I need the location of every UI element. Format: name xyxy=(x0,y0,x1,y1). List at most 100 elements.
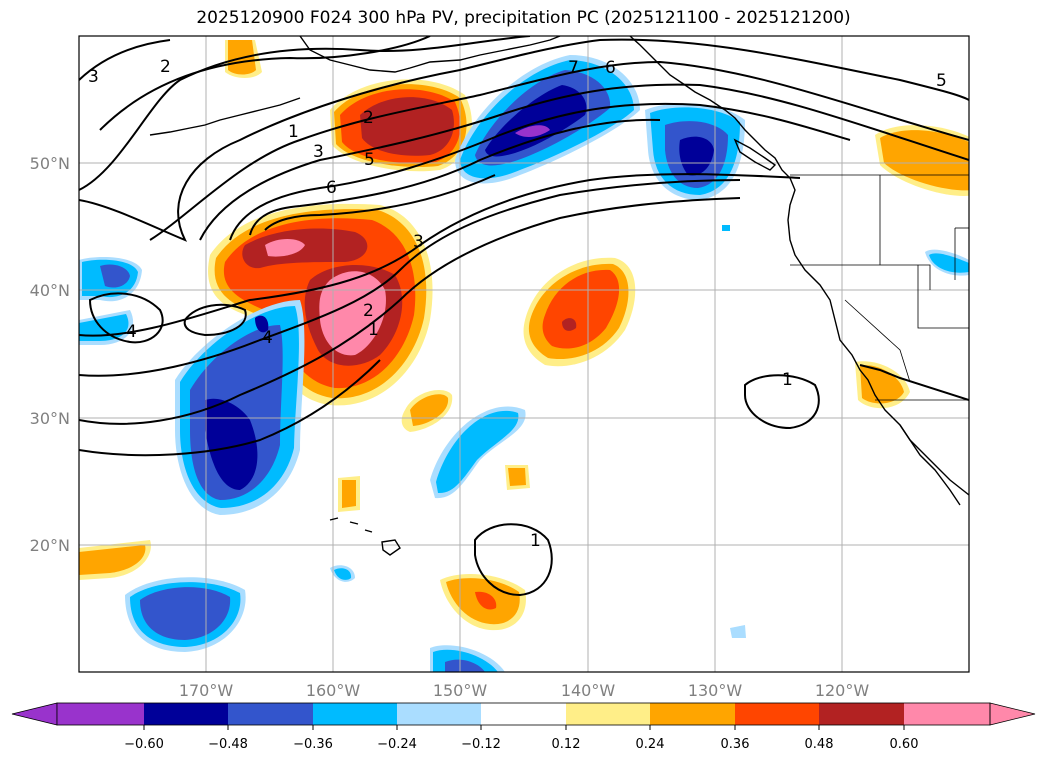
pv-contour xyxy=(79,179,741,377)
hawaii-islands xyxy=(329,517,401,556)
contour-label: 1 xyxy=(782,370,793,390)
precip-positive-blob xyxy=(79,545,146,575)
colorbar-segment xyxy=(313,703,397,725)
contour-label: 6 xyxy=(326,178,337,198)
precip-negative-blob xyxy=(722,225,730,231)
chart-title: 2025120900 F024 300 hPa PV, precipitatio… xyxy=(196,8,851,28)
pv-contour xyxy=(264,174,496,231)
precip-negative-blob xyxy=(515,125,550,137)
y-tick-label: 40°N xyxy=(30,281,70,300)
x-tick-label: 130°W xyxy=(688,681,743,700)
precip-positive-blob xyxy=(562,318,577,331)
contour-label: 2 xyxy=(363,301,374,321)
pv-contour xyxy=(859,364,969,401)
colorbar-tick-label: −0.12 xyxy=(461,737,501,752)
x-tick-label: 120°W xyxy=(815,681,870,700)
gridlines xyxy=(79,36,969,672)
colorbar-tick-label: −0.48 xyxy=(208,737,248,752)
state-borders xyxy=(790,174,969,401)
precip-negative-blob xyxy=(205,398,258,490)
pv-contour xyxy=(149,60,969,241)
y-tick-label: 20°N xyxy=(30,536,70,555)
precip-positive-blob xyxy=(265,238,305,257)
precip-negative-blob xyxy=(255,315,269,333)
colorbar-extend-min xyxy=(11,702,58,726)
pv-contour xyxy=(199,83,969,241)
y-tick-label: 50°N xyxy=(30,154,70,173)
precip-negative-blob xyxy=(334,568,352,580)
precip-positive-blob xyxy=(860,365,904,404)
colorbar-segment xyxy=(144,703,228,725)
precip-positive-blob xyxy=(242,228,368,269)
pv-contour xyxy=(744,374,820,430)
contour-label: 4 xyxy=(262,328,273,348)
map-frame xyxy=(78,35,970,673)
pv-contour xyxy=(249,118,661,236)
north-america-west-coast xyxy=(629,36,969,496)
colorbar-segment xyxy=(819,703,904,725)
colorbar-tick-label: 0.12 xyxy=(552,737,581,752)
contour-label: 3 xyxy=(88,67,99,87)
pv-contour xyxy=(79,36,531,191)
contour-label: 7 xyxy=(568,58,579,78)
colorbar-segment xyxy=(566,703,650,725)
x-tick-label: 160°W xyxy=(306,681,361,700)
precip-positive-blob xyxy=(360,97,454,156)
colorbar-tick-label: −0.36 xyxy=(293,737,333,752)
colorbar-tick-label: −0.24 xyxy=(377,737,417,752)
colorbar-segment xyxy=(228,703,313,725)
colorbar-tick-label: 0.36 xyxy=(721,737,750,752)
colorbar-segment xyxy=(397,703,481,725)
precip-positive-blob xyxy=(508,468,526,486)
contour-label: 4 xyxy=(126,322,137,342)
y-tick-labels: 20°N 30°N 40°N 50°N xyxy=(30,154,70,555)
pv-contour xyxy=(229,102,851,241)
pv-contours xyxy=(79,36,969,597)
precip-negative-blob xyxy=(679,136,714,176)
precip-positive-blob xyxy=(475,591,497,610)
precip-positive-blob xyxy=(880,130,969,191)
pv-contour xyxy=(183,303,247,337)
contour-label: 5 xyxy=(936,71,947,91)
precip-negative-blob xyxy=(485,85,587,157)
precip-negative-blob xyxy=(436,410,519,494)
coastlines xyxy=(149,36,969,556)
colorbar-segment xyxy=(735,703,819,725)
vancouver-island xyxy=(733,138,777,171)
pv-contour xyxy=(99,36,431,131)
colorbar-segment xyxy=(650,703,735,725)
x-tick-label: 170°W xyxy=(179,681,234,700)
colorbar-tick-label: −0.60 xyxy=(124,737,164,752)
contour-label: 1 xyxy=(530,531,541,551)
contour-label: 6 xyxy=(605,58,616,78)
precip-positive-blob xyxy=(342,480,356,508)
aleutian-islands xyxy=(149,97,301,136)
precip-negative-blob xyxy=(140,587,231,640)
colorbar-extend-max xyxy=(989,702,1036,726)
y-tick-label: 30°N xyxy=(30,409,70,428)
baja-california xyxy=(899,424,961,506)
pv-contour xyxy=(79,173,801,337)
pv-contour xyxy=(88,292,164,344)
pv-contour xyxy=(79,39,171,81)
precip-negative-blob xyxy=(730,625,746,638)
colorbar: −0.60 −0.48 −0.36 −0.24 −0.12 0.12 0.24 … xyxy=(11,702,1036,752)
colorbar-segment xyxy=(57,703,144,725)
x-tick-label: 140°W xyxy=(561,681,616,700)
x-tick-label: 150°W xyxy=(433,681,488,700)
contour-label: 1 xyxy=(288,122,299,142)
contour-label: 2 xyxy=(160,57,171,77)
colorbar-segment xyxy=(904,703,990,725)
colorbar-tick-label: 0.60 xyxy=(890,737,919,752)
colorbar-tick-label: 0.24 xyxy=(636,737,665,752)
colorbar-segment xyxy=(481,703,566,725)
x-tick-labels: 170°W 160°W 150°W 140°W 130°W 120°W xyxy=(179,681,870,700)
precip-negative-blob xyxy=(929,253,969,273)
pv-contour xyxy=(79,38,969,242)
precip-negative-blob xyxy=(445,659,485,672)
pv-contour xyxy=(79,197,741,425)
contour-label: 1 xyxy=(368,320,379,340)
pv-contour xyxy=(79,359,381,457)
contour-label: 3 xyxy=(313,142,324,162)
